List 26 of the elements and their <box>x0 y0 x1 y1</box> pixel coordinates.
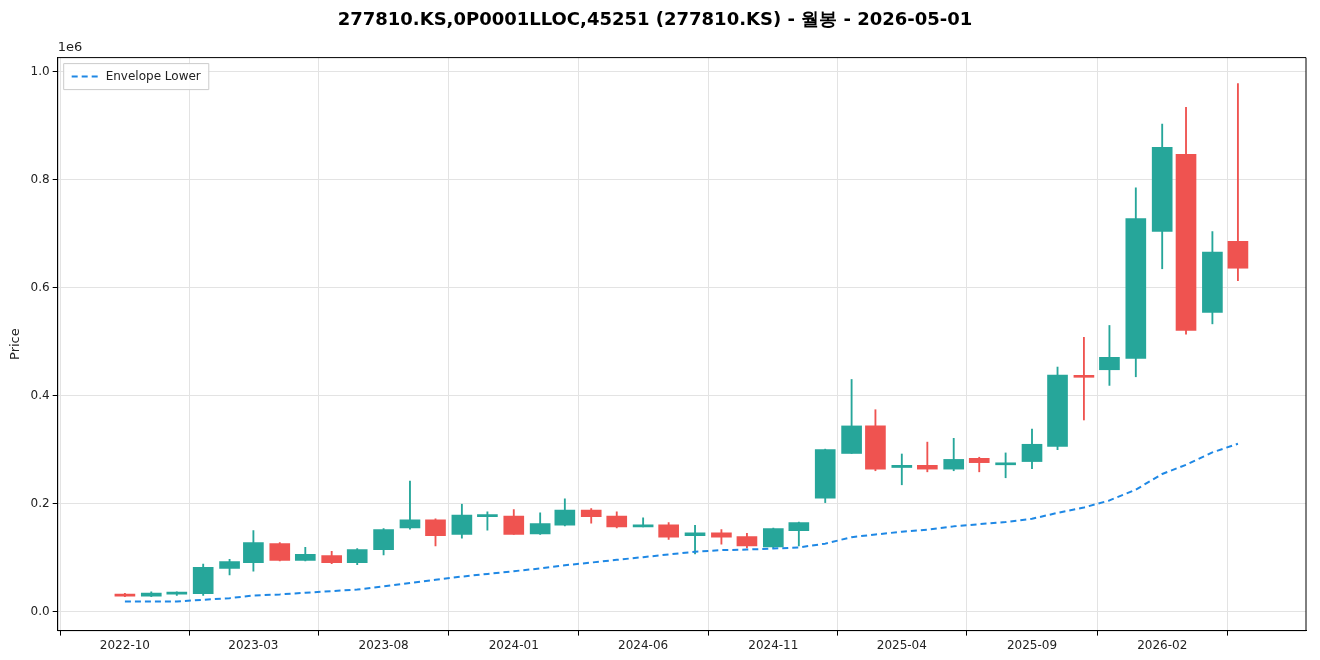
x-tick-label: 2024-01 <box>488 637 539 652</box>
y-tick-label: 1.0 <box>30 63 50 78</box>
candlestick <box>891 453 913 486</box>
y-tick-label: 0.4 <box>30 387 50 402</box>
y-tick-label: 0.0 <box>30 603 50 618</box>
x-tick-label: 2023-08 <box>358 637 409 652</box>
x-tick-label: 2023-03 <box>228 637 279 652</box>
candlestick <box>1227 83 1249 281</box>
x-tick-label: 2025-04 <box>876 637 927 652</box>
y-tick-label: 0.2 <box>30 495 50 510</box>
x-tick-label: 2024-11 <box>748 637 799 652</box>
y-axis-title: Price <box>7 328 23 360</box>
legend-label: Envelope Lower <box>105 68 201 83</box>
chart-title: 277810.KS,0P0001LLOC,45251 (277810.KS) - 월봉 - 2026-05-01 <box>337 8 973 30</box>
x-tick-label: 2024-06 <box>618 637 669 652</box>
candlestick <box>1073 337 1095 421</box>
line-series <box>123 442 1239 603</box>
x-tick-label: 2025-09 <box>1006 637 1058 652</box>
candlestick <box>917 441 938 473</box>
text: 1e6 <box>57 39 83 55</box>
x-tick-label: 2022-10 <box>99 637 150 652</box>
y-tick-label: 0.6 <box>30 279 50 294</box>
candlestick <box>995 452 1016 479</box>
x-tick-label: 2026-02 <box>1137 637 1188 652</box>
y-tick-label: 0.8 <box>30 171 50 186</box>
candlestick <box>477 511 498 531</box>
